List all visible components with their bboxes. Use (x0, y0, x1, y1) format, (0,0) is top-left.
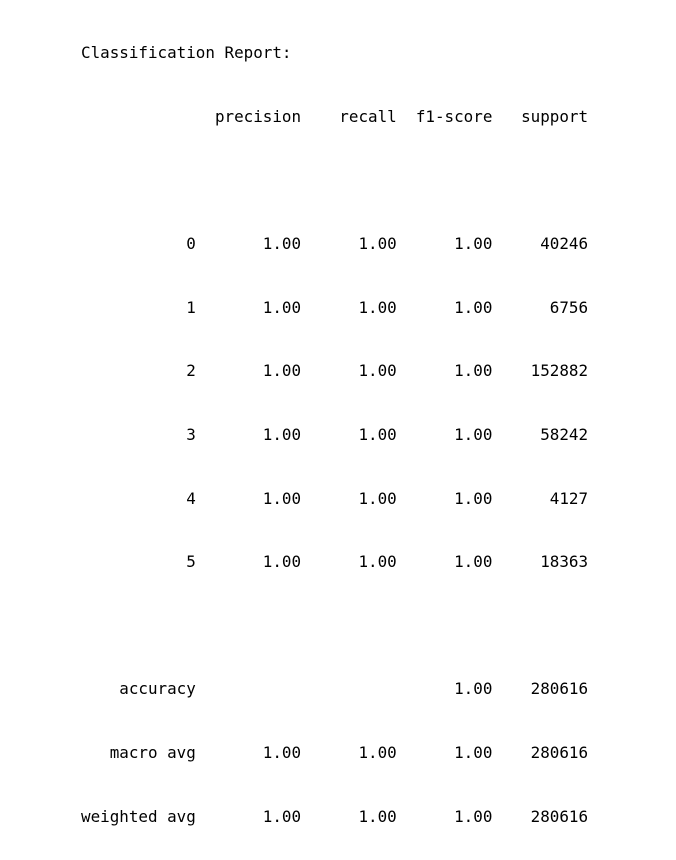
report-row-accuracy: accuracy 1.00 280616 (81, 679, 589, 699)
report-row-class-4: 4 1.00 1.00 1.00 4127 (81, 488, 589, 508)
report-row-class-2: 2 1.00 1.00 1.00 152882 (81, 361, 589, 381)
report-title: Classification Report: (81, 43, 292, 63)
blank-line (81, 615, 645, 636)
report-row-weighted-avg: weighted avg 1.00 1.00 1.00 280616 (81, 806, 589, 826)
report-row-class-0: 0 1.00 1.00 1.00 40246 (81, 234, 589, 254)
report-row-class-1: 1 1.00 1.00 1.00 6756 (81, 297, 589, 317)
report-row-class-3: 3 1.00 1.00 1.00 58242 (81, 424, 589, 444)
report-header-row: precision recall f1-score support (81, 107, 589, 126)
report-row-class-5: 5 1.00 1.00 1.00 18363 (81, 552, 589, 572)
blank-line (81, 170, 645, 191)
console-output: Classification Report: precision recall … (81, 0, 645, 860)
report-row-macro-avg: macro avg 1.00 1.00 1.00 280616 (81, 742, 589, 762)
